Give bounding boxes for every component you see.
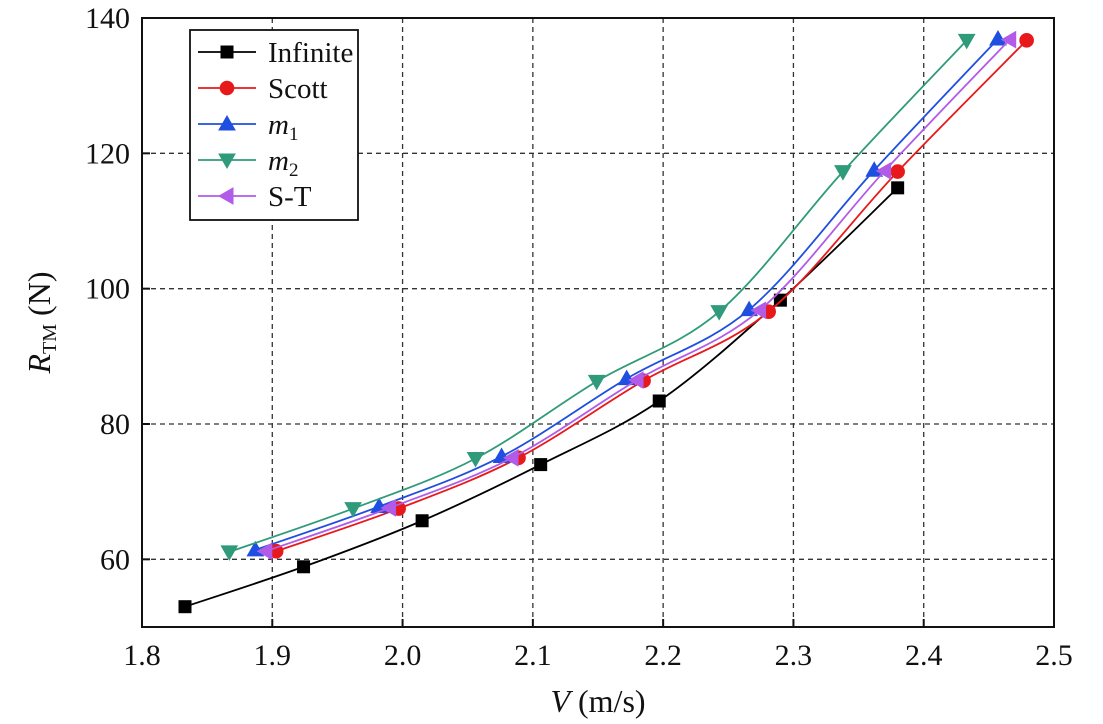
x-axis-label-unit: (m/s)	[570, 683, 646, 719]
data-point-infinite	[297, 560, 311, 574]
series-line-m1	[255, 38, 999, 551]
series-scott	[268, 33, 1034, 559]
series-line-scott	[275, 39, 1028, 553]
legend-label-m2: m2	[268, 145, 298, 181]
legend-entry-infinite: Infinite	[198, 37, 353, 69]
legend-label-s-t: S-T	[268, 181, 312, 213]
data-point-scott	[1019, 33, 1034, 48]
data-point-s-t	[1000, 30, 1017, 49]
legend-marker	[217, 187, 234, 205]
legend-entry-scott: Scott	[198, 73, 328, 105]
legend-marker	[218, 153, 236, 170]
y-tick-label: 80	[100, 408, 130, 441]
data-point-m2	[834, 165, 852, 181]
plot-frame	[141, 17, 1055, 628]
legend-label-infinite: Infinite	[268, 37, 353, 69]
x-tick-label: 2.5	[1035, 639, 1073, 672]
data-point-s-t	[380, 499, 397, 517]
data-point-m2	[220, 545, 239, 561]
series-line-s-t	[265, 39, 1011, 553]
data-point-infinite	[534, 458, 548, 472]
legend-entry-m1: m1	[198, 109, 298, 145]
legend-entry-m2: m2	[198, 145, 298, 181]
legend-marker	[219, 80, 235, 96]
data-point-m1	[740, 300, 758, 317]
data-point-m2	[344, 502, 362, 518]
x-tick-label: 1.9	[254, 639, 292, 672]
x-tick-label: 2.1	[514, 639, 552, 672]
legend-label-scott: Scott	[268, 73, 328, 105]
x-axis-label-symbol: V	[550, 683, 573, 719]
x-axis-label: V (m/s)	[550, 683, 645, 719]
data-point-s-t	[875, 162, 892, 180]
data-point-infinite	[652, 394, 666, 408]
data-point-m2	[957, 33, 976, 50]
y-axis-label-subscript: TM	[39, 324, 61, 354]
x-tick-label: 2.2	[644, 639, 682, 672]
series-m1	[246, 29, 1007, 557]
series-m2	[220, 33, 976, 561]
data-point-s-t	[503, 448, 519, 467]
x-tick-label: 2.3	[775, 639, 813, 672]
data-point-m2	[710, 305, 729, 321]
legend-marker	[220, 45, 234, 59]
y-tick-label: 100	[85, 273, 130, 306]
y-tick-label: 60	[100, 543, 130, 576]
data-point-m2	[587, 374, 606, 391]
legend-label-m1: m1	[268, 109, 298, 145]
y-tick-label: 120	[85, 137, 130, 170]
legend-marker	[218, 114, 236, 131]
legend-entry-s-t: S-T	[198, 181, 312, 213]
data-point-scott	[890, 164, 905, 179]
data-point-infinite	[178, 600, 192, 614]
x-tick-label: 2.4	[905, 639, 943, 672]
data-point-m2	[466, 452, 485, 468]
x-tick-label: 2.0	[384, 639, 422, 672]
y-tick-label: 140	[85, 2, 130, 35]
y-axis-label: RTM (N)	[21, 272, 61, 375]
y-axis-label-unit: (N)	[21, 272, 57, 324]
data-point-infinite	[891, 181, 905, 195]
data-point-m1	[989, 29, 1007, 46]
y-axis-label-symbol: R	[21, 353, 57, 374]
series-s-t	[256, 30, 1017, 561]
data-point-infinite	[415, 514, 429, 528]
data-point-m1	[865, 161, 884, 177]
x-tick-label: 1.8	[123, 639, 161, 672]
data-point-s-t	[750, 301, 767, 320]
series-line-infinite	[184, 187, 899, 608]
axis-ticks: 1.8 1.9 2.0 2.1 2.2 2.3 2.4 2.5 60 80 100 120 140	[85, 2, 1073, 672]
legend-box	[189, 29, 359, 221]
data-point-s-t	[256, 542, 273, 561]
data-point-s-t	[628, 371, 644, 389]
series-layer	[178, 29, 1034, 614]
